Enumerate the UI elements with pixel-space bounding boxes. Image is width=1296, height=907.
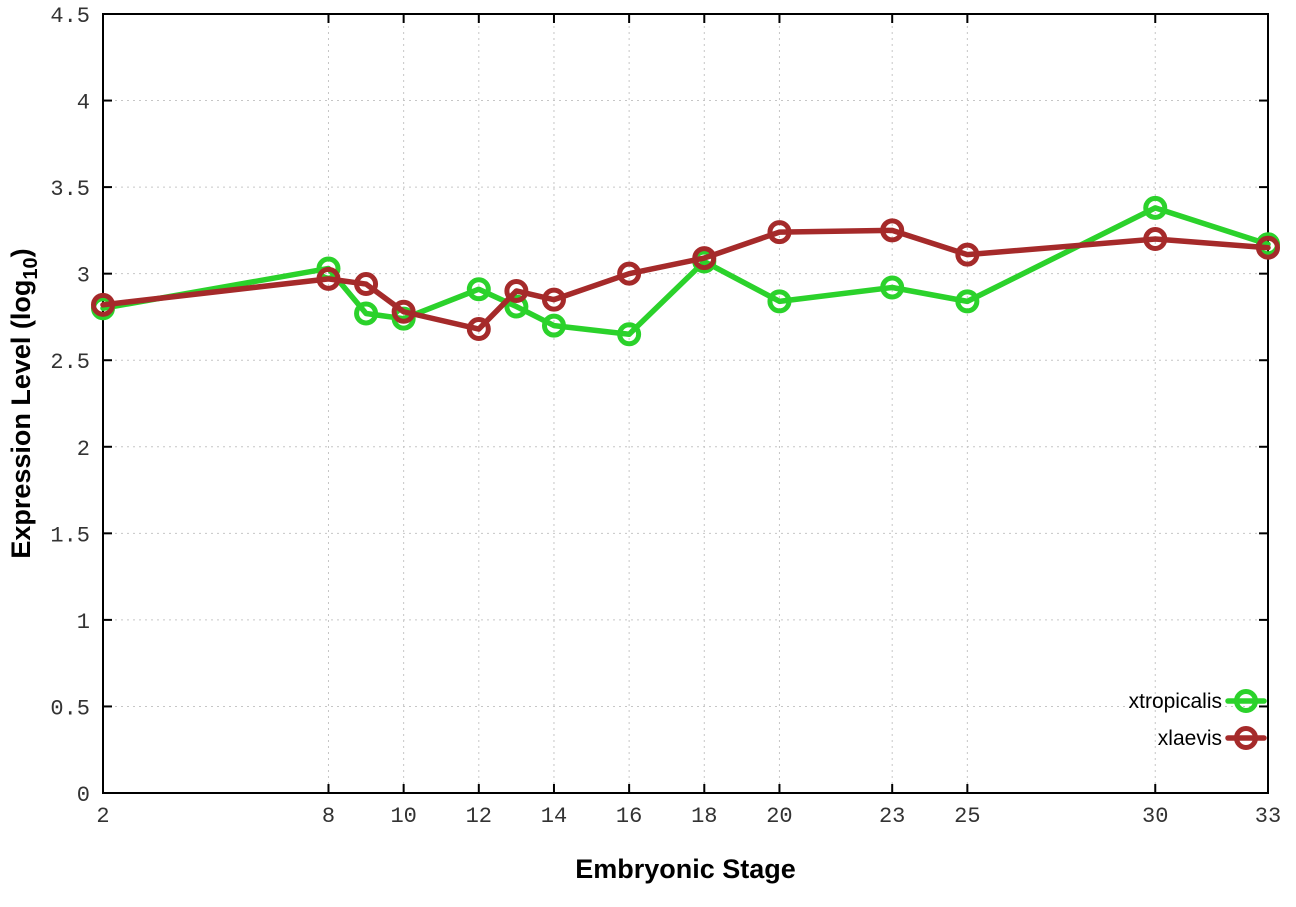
y-tick-label: 1 [77, 610, 90, 635]
legend: xtropicalis xlaevis [1129, 689, 1267, 750]
x-tick-label: 23 [879, 804, 905, 829]
series-line-xtropicalis [100, 205, 1271, 338]
data-point-xlaevis [504, 278, 529, 303]
data-point-xtropicalis [466, 277, 491, 302]
y-tick-label: 2.5 [50, 350, 90, 375]
x-tick-label: 10 [390, 804, 416, 829]
y-axis-label: Expression Level (log10) [6, 248, 42, 558]
y-tick-label: 0 [77, 783, 90, 808]
y-tick-label: 1.5 [50, 523, 90, 548]
x-tick-label: 18 [691, 804, 717, 829]
data-point-xtropicalis [955, 289, 980, 314]
data-point-xtropicalis [880, 275, 905, 300]
x-tick-label: 25 [954, 804, 980, 829]
y-tick-label: 4 [77, 91, 90, 116]
legend-label: xlaevis [1158, 727, 1222, 750]
y-tick-label: 3 [77, 264, 90, 289]
data-point-xlaevis [1256, 235, 1280, 260]
data-point-xlaevis [955, 242, 980, 267]
grid-lines [102, 13, 1269, 793]
data-point-xlaevis [354, 272, 379, 297]
data-point-xlaevis [880, 218, 905, 243]
y-tick-label: 0.5 [50, 696, 90, 721]
x-tick-label: 2 [96, 804, 109, 829]
series-xlaevis [91, 218, 1280, 342]
legend-marker-circle [1234, 726, 1258, 750]
data-point-xtropicalis [1143, 195, 1168, 220]
data-point-xlaevis [692, 246, 717, 271]
data-point-xlaevis [1143, 227, 1168, 252]
x-tick-label: 14 [541, 804, 567, 829]
legend-item-xlaevis: xlaevis [1158, 726, 1267, 750]
data-point-xtropicalis [617, 322, 642, 347]
data-point-xlaevis [541, 287, 566, 312]
data-point-xlaevis [391, 299, 416, 324]
data-point-xlaevis [91, 292, 115, 317]
y-tick-label: 2 [77, 437, 90, 462]
data-point-xtropicalis [767, 289, 792, 314]
y-tick-label: 3.5 [50, 177, 90, 202]
plot-border [102, 13, 1269, 794]
x-tick-label: 30 [1142, 804, 1168, 829]
legend-label: xtropicalis [1129, 690, 1222, 713]
x-axis-label: Embryonic Stage [575, 854, 796, 884]
data-point-xlaevis [767, 220, 792, 245]
series-xtropicalis [91, 195, 1280, 347]
x-tick-label: 8 [322, 804, 335, 829]
axis-ticks [102, 13, 1269, 794]
data-point-xtropicalis [354, 301, 379, 326]
x-tick-label: 12 [466, 804, 492, 829]
data-point-xtropicalis [504, 294, 529, 319]
data-point-xtropicalis [541, 313, 566, 338]
x-tick-label: 16 [616, 804, 642, 829]
data-point-xlaevis [466, 317, 491, 342]
data-point-xlaevis [617, 261, 642, 286]
y-tick-label: 4.5 [50, 4, 90, 29]
legend-marker-circle [1234, 689, 1258, 713]
data-point-xlaevis [316, 266, 341, 291]
legend-item-xtropicalis: xtropicalis [1129, 689, 1267, 713]
x-tick-label: 20 [766, 804, 792, 829]
x-tick-label: 33 [1255, 804, 1281, 829]
